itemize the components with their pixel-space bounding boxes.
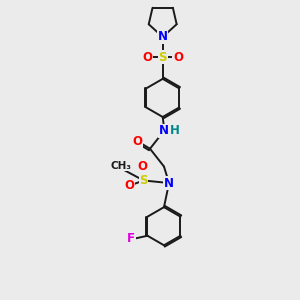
- Text: O: O: [125, 179, 135, 192]
- Text: N: N: [164, 176, 174, 190]
- Text: N: N: [159, 124, 169, 137]
- Text: CH₃: CH₃: [110, 161, 131, 171]
- Text: H: H: [170, 124, 180, 137]
- Text: O: O: [137, 160, 147, 173]
- Text: O: O: [132, 135, 142, 148]
- Text: S: S: [140, 174, 148, 187]
- Text: S: S: [158, 51, 167, 64]
- Text: F: F: [127, 232, 135, 245]
- Text: O: O: [142, 51, 152, 64]
- Text: N: N: [158, 31, 168, 44]
- Text: O: O: [173, 51, 183, 64]
